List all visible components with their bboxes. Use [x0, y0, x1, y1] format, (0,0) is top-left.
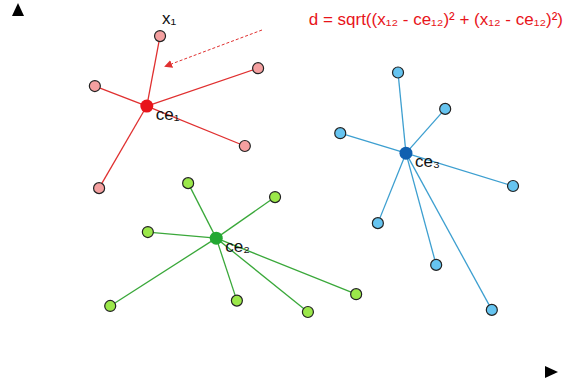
svg-text:ce₂: ce₂	[225, 237, 250, 256]
svg-text:x₁: x₁	[162, 15, 177, 28]
svg-text:ce₃: ce₃	[415, 152, 440, 171]
svg-text:ce₁: ce₁	[156, 105, 180, 124]
svg-text:d = sqrt((x₁₂ - ce₁₂)² + (x₁₂: d = sqrt((x₁₂ - ce₁₂)² + (x₁₂ - ce₁₂)²)	[309, 10, 559, 29]
